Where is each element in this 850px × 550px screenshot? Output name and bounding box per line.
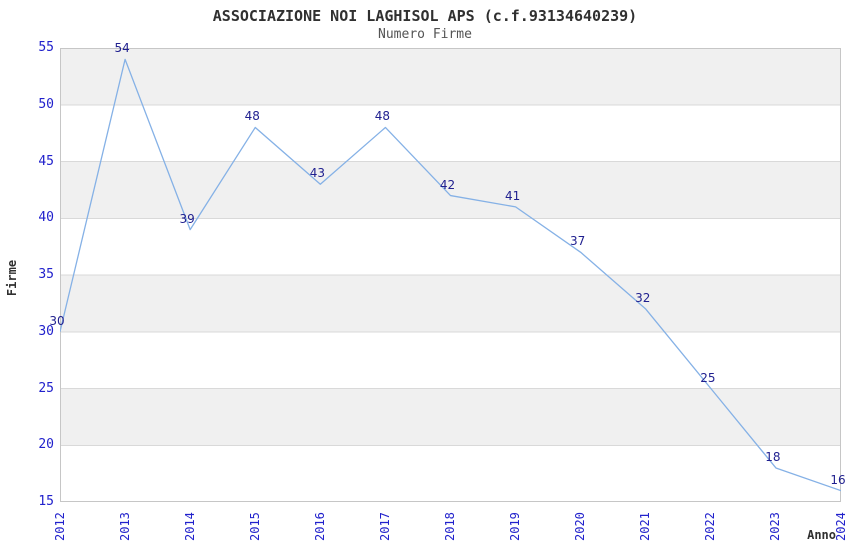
data-point-label: 54 — [114, 41, 130, 56]
data-point-label: 32 — [635, 291, 651, 306]
x-tick-label: 2013 — [117, 512, 132, 541]
data-point-label: 43 — [309, 166, 325, 181]
x-tick-label: 2019 — [508, 512, 523, 541]
chart-title: ASSOCIAZIONE NOI LAGHISOL APS (c.f.93134… — [212, 7, 638, 25]
y-tick-label: 45 — [38, 153, 54, 169]
y-tick-label: 35 — [38, 267, 54, 282]
x-tick-label: 2017 — [377, 512, 392, 541]
data-line — [60, 58, 841, 492]
data-point-label: 42 — [439, 177, 456, 192]
plot-area — [60, 48, 841, 502]
chart-subtitle: Numero Firme — [378, 27, 472, 42]
x-tick-label: 2022 — [703, 512, 718, 541]
data-point-label: 48 — [244, 109, 260, 124]
y-tick-label: 55 — [38, 40, 54, 55]
plot-band — [60, 161, 841, 219]
plot-band — [60, 48, 841, 105]
y-tick-label: 40 — [38, 210, 54, 226]
y-tick-label: 30 — [38, 323, 54, 339]
data-point-label: 41 — [504, 188, 521, 203]
data-point-label: 37 — [570, 234, 586, 249]
x-tick-label: 2016 — [312, 512, 327, 541]
x-tick-label: 2015 — [247, 512, 262, 541]
plot-band — [60, 275, 841, 332]
data-point-label: 48 — [374, 109, 391, 124]
x-tick-label: 2023 — [768, 512, 783, 541]
y-tick-label: 15 — [38, 494, 54, 509]
plot-band — [60, 388, 841, 446]
y-tick-label: 25 — [38, 380, 54, 396]
x-tick-label: 2018 — [443, 512, 457, 541]
x-axis-label: Anno — [807, 528, 836, 542]
y-tick-label: 50 — [38, 96, 54, 112]
x-tick-label: 2014 — [182, 512, 197, 541]
x-tick-label: 2020 — [573, 512, 588, 541]
data-point-label: 30 — [49, 313, 65, 328]
x-tick-label: 2012 — [52, 512, 67, 541]
data-point-label: 18 — [765, 449, 781, 464]
data-point-label: 25 — [700, 370, 716, 385]
x-tick-label: 2024 — [833, 512, 848, 541]
data-point-label: 39 — [179, 211, 195, 226]
x-tick-label: 2021 — [638, 512, 653, 541]
data-point-label: 16 — [830, 472, 846, 487]
plot-border — [60, 48, 841, 502]
y-tick-label: 20 — [38, 437, 54, 453]
